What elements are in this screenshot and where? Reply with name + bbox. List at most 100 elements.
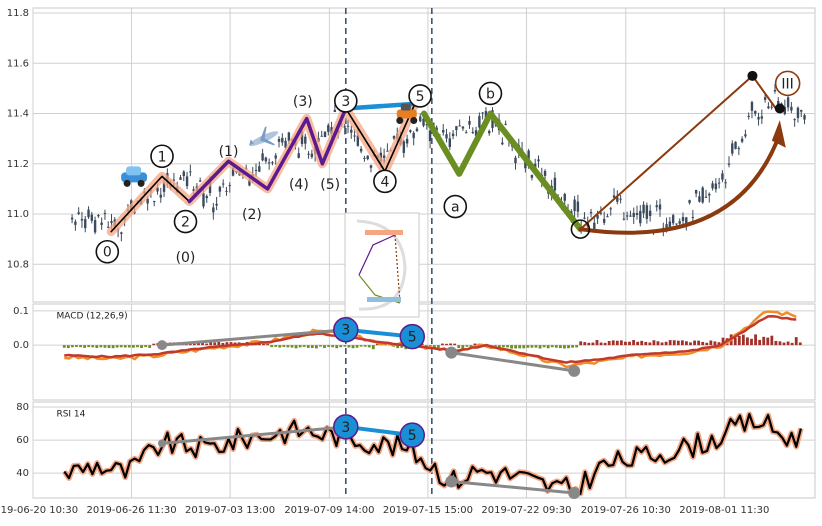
candle-body-192 [701, 187, 704, 203]
wave-label-7: (1) [219, 144, 239, 160]
macd-hist-bar-66 [331, 345, 335, 348]
y-tick-macd-1: 0.0 [13, 340, 29, 351]
macd-hist-bar-75 [367, 345, 371, 348]
y-tick-price-2: 11.2 [7, 159, 29, 170]
macd-hist-bar-159 [709, 340, 713, 346]
candle-body-5 [87, 209, 90, 218]
candle-body-90 [366, 155, 369, 160]
candle-body-3 [80, 218, 84, 221]
macd-hist-bar-148 [664, 341, 668, 346]
candle-body-153 [573, 199, 576, 212]
rsi-marker-label-1: 5 [408, 428, 417, 444]
curved-projection-arrow [578, 131, 782, 235]
candle-body-202 [734, 141, 737, 150]
macd-hist-bar-71 [351, 345, 355, 349]
candle-body-169 [625, 215, 629, 217]
y-tick-price-4: 11.6 [7, 58, 29, 69]
wave-label-circle-0 [95, 239, 120, 264]
candle-body-95 [382, 155, 386, 159]
macd-hist-bar-10 [103, 345, 107, 348]
candle-body-203 [737, 148, 741, 150]
wave-label-circle-5 [408, 84, 432, 108]
macd-hist-bar-6 [87, 345, 91, 348]
macd-marker-label-1: 5 [408, 330, 417, 346]
scooter-icon [396, 103, 418, 125]
macd-hist-bar-60 [306, 345, 310, 348]
macd-hist-bar-51 [270, 345, 274, 348]
macd-marker-circle-1 [399, 323, 426, 350]
candle-body-185 [678, 221, 681, 224]
candle-body-107 [422, 118, 425, 126]
macd-hist-bar-114 [526, 345, 530, 348]
candle-body-176 [648, 210, 652, 217]
candle-body-183 [671, 215, 675, 224]
candle-body-88 [359, 148, 363, 152]
candle-body-159 [593, 222, 596, 230]
candle-body-211 [763, 97, 767, 100]
macd-hist-bar-0 [62, 345, 66, 348]
candle-body-113 [442, 130, 445, 133]
candle-body-120 [465, 132, 468, 134]
candle-body-168 [622, 218, 626, 220]
macd-hist-bar-98 [461, 345, 465, 350]
macd-hist-bar-57 [294, 345, 298, 349]
candle-body-206 [747, 115, 750, 117]
macd-hist-bar-134 [607, 341, 611, 346]
macd-hist-bar-1 [66, 345, 70, 349]
candle-body-175 [645, 205, 649, 219]
wave-series-2 [187, 106, 348, 204]
candle-body-33 [179, 177, 182, 180]
macd-hist-bar-89 [424, 345, 428, 347]
macd-hist-bar-4 [79, 345, 82, 348]
candle-body-106 [419, 116, 422, 122]
candle-body-109 [428, 130, 432, 142]
macd-hist-bar-54 [282, 345, 286, 347]
candle-body-121 [468, 120, 471, 125]
wave-label-circle-14 [774, 70, 801, 97]
macd-hist-bar-52 [274, 345, 278, 347]
candle-body-221 [796, 107, 800, 119]
candle-body-220 [793, 119, 796, 121]
candle-body-162 [602, 218, 606, 223]
macd-hist-bar-61 [310, 345, 314, 348]
macd-hist-bar-130 [591, 342, 595, 346]
macd-hist-bar-83 [400, 345, 404, 348]
x-tick-2: 2019-07-03 13:00 [185, 505, 275, 516]
macd-hist-bar-140 [632, 340, 635, 346]
candle-body-165 [612, 195, 616, 198]
candle-body-89 [363, 157, 366, 159]
candle-body-27 [159, 194, 162, 198]
macd-hist-bar-97 [457, 345, 461, 349]
candle-body-84 [346, 125, 350, 127]
wave-label-13: b [486, 86, 495, 102]
candle-body-6 [90, 214, 94, 221]
macd-hist-bar-32 [193, 343, 196, 346]
macd-hist-bar-139 [628, 341, 631, 346]
macd-hist-bar-36 [209, 342, 213, 346]
macd-hist-bar-119 [546, 345, 550, 349]
macd-hist-bar-67 [335, 345, 339, 349]
macd-hist-bar-133 [603, 342, 607, 346]
macd-hist-bar-5 [83, 345, 87, 348]
macd-div-dot-1 [445, 346, 458, 359]
candle-body-73 [310, 153, 314, 158]
candle-body-15 [120, 232, 123, 234]
candle-body-167 [619, 198, 622, 200]
macd-hist-bar-17 [132, 345, 135, 348]
macd-hist-bar-117 [538, 345, 542, 349]
macd-hist-bar-49 [262, 342, 265, 346]
macd-div-dot-0 [157, 340, 168, 351]
wave-series-5 [579, 74, 777, 231]
macd-hist-bar-158 [705, 342, 709, 346]
x-tick-6: 2019-07-26 10:30 [581, 505, 671, 516]
rsi-div-dot-1 [445, 475, 458, 488]
rsi-div-dot-0 [158, 439, 167, 448]
macd-hist-bar-20 [144, 345, 148, 348]
macd-hist-bar-82 [396, 345, 400, 349]
pivot-dot-0 [747, 70, 758, 81]
macd-hist-bar-142 [640, 340, 644, 346]
y-tick-price-1: 11.0 [7, 209, 29, 220]
candle-body-60 [267, 162, 271, 164]
macd-hist-bar-110 [510, 345, 513, 349]
car-icon [121, 166, 148, 187]
